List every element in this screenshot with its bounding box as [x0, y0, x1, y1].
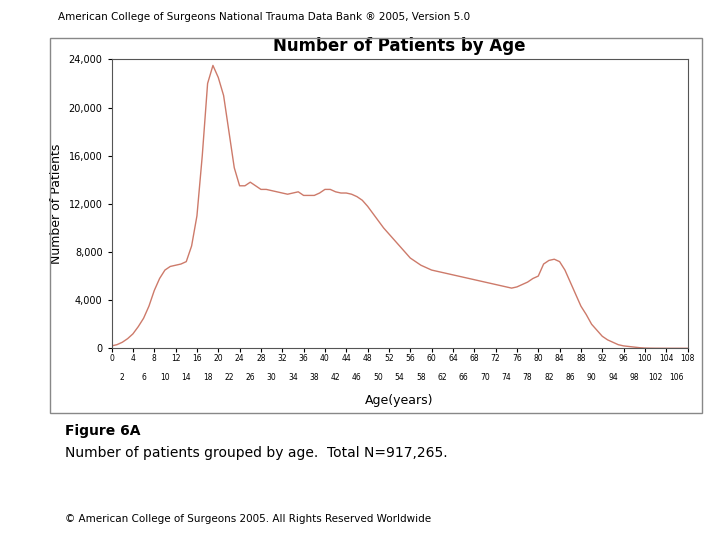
Text: 26: 26: [246, 373, 255, 382]
Text: 30: 30: [266, 373, 276, 382]
Text: 46: 46: [352, 373, 362, 382]
Text: © American College of Surgeons 2005. All Rights Reserved Worldwide: © American College of Surgeons 2005. All…: [65, 514, 431, 524]
Text: 34: 34: [288, 373, 298, 382]
Text: 70: 70: [480, 373, 490, 382]
Text: 50: 50: [374, 373, 383, 382]
Text: 42: 42: [330, 373, 341, 382]
Text: Figure 6A: Figure 6A: [65, 424, 140, 438]
Text: 98: 98: [629, 373, 639, 382]
Text: 38: 38: [310, 373, 319, 382]
Text: 66: 66: [459, 373, 469, 382]
Text: 10: 10: [160, 373, 170, 382]
Text: 74: 74: [501, 373, 511, 382]
Text: 22: 22: [224, 373, 234, 382]
Text: 18: 18: [203, 373, 212, 382]
Text: 90: 90: [587, 373, 596, 382]
Text: 82: 82: [544, 373, 554, 382]
Text: 62: 62: [438, 373, 447, 382]
Text: 102: 102: [649, 373, 663, 382]
Text: 54: 54: [395, 373, 405, 382]
Text: 6: 6: [141, 373, 146, 382]
Title: Number of Patients by Age: Number of Patients by Age: [274, 37, 526, 55]
Text: 14: 14: [181, 373, 191, 382]
Text: 94: 94: [608, 373, 618, 382]
Text: 58: 58: [416, 373, 426, 382]
Text: 106: 106: [670, 373, 684, 382]
Text: 86: 86: [565, 373, 575, 382]
Text: 78: 78: [523, 373, 532, 382]
Y-axis label: Number of Patients: Number of Patients: [50, 144, 63, 264]
Text: American College of Surgeons National Trauma Data Bank ® 2005, Version 5.0: American College of Surgeons National Tr…: [58, 12, 469, 22]
Text: Number of patients grouped by age.  Total N=917,265.: Number of patients grouped by age. Total…: [65, 446, 447, 460]
Text: Age(years): Age(years): [365, 394, 434, 407]
Text: 2: 2: [120, 373, 125, 382]
